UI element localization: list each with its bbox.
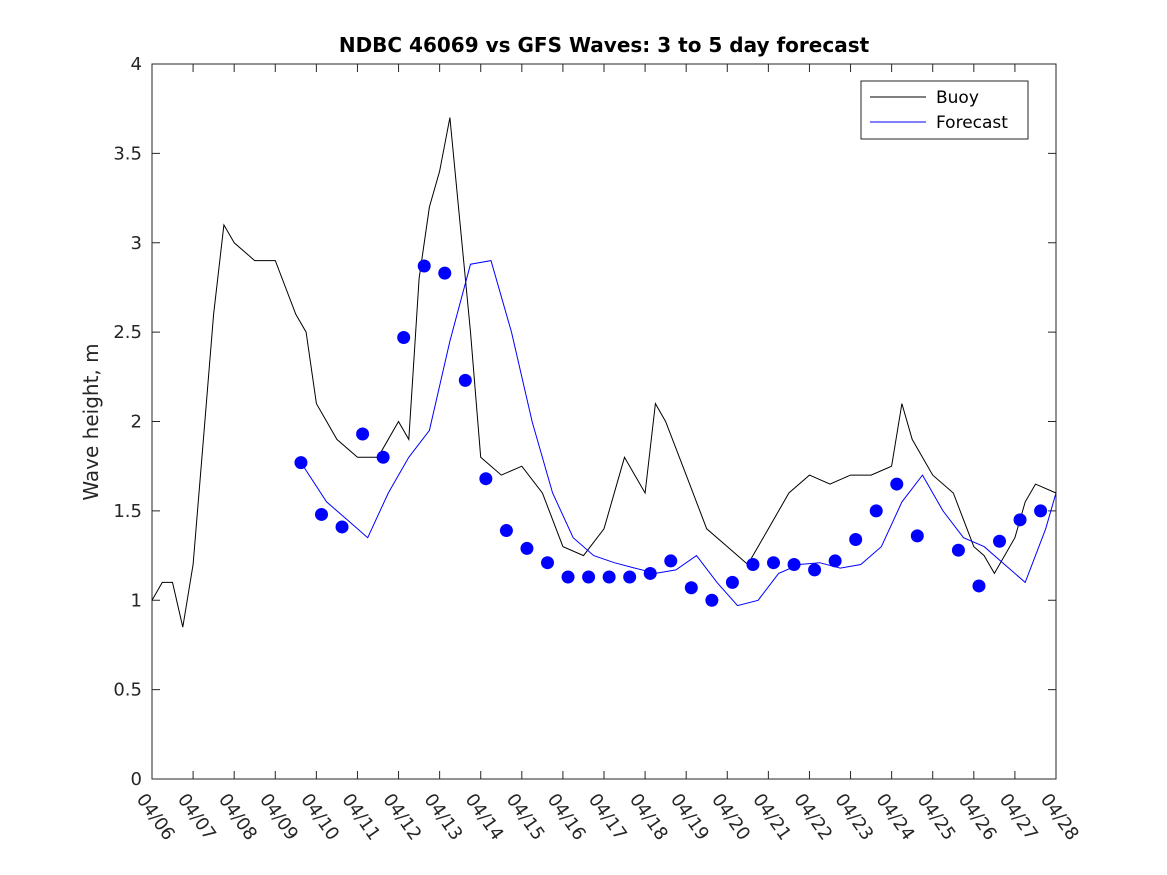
y-tick-label: 0 — [131, 769, 142, 790]
forecast-marker — [438, 266, 452, 280]
forecast-marker — [294, 456, 308, 470]
series-line-buoy — [151, 117, 1057, 628]
y-tick-label: 2 — [131, 412, 142, 433]
forecast-marker — [541, 556, 554, 570]
forecast-marker — [561, 570, 575, 584]
forecast-marker — [972, 579, 986, 593]
series-layer — [151, 117, 1057, 628]
forecast-marker — [335, 520, 349, 534]
forecast-marker — [767, 556, 780, 570]
forecast-marker — [499, 524, 513, 538]
forecast-marker — [849, 532, 863, 546]
forecast-marker — [376, 450, 390, 464]
forecast-marker — [479, 472, 493, 486]
forecast-marker — [684, 581, 698, 595]
y-tick-label: 1 — [131, 590, 142, 611]
forecast-marker — [417, 259, 431, 273]
y-tick-label: 0.5 — [113, 680, 142, 701]
y-tick-label: 1.5 — [113, 501, 142, 522]
y-axis-label: Wave height, m — [79, 343, 103, 500]
axes-box — [151, 63, 1057, 780]
forecast-marker — [356, 427, 370, 441]
plot-area: 00.511.522.533.54 04/0604/0704/0804/0904… — [113, 54, 1083, 844]
forecast-marker — [397, 330, 411, 344]
forecast-marker — [705, 593, 719, 607]
legend-label-buoy: Buoy — [936, 88, 979, 108]
forecast-marker — [808, 563, 822, 577]
forecast-marker — [869, 504, 883, 518]
series-forecast-markers — [294, 259, 1048, 607]
forecast-marker — [315, 507, 328, 521]
forecast-marker — [458, 373, 472, 387]
forecast-marker — [828, 554, 842, 568]
y-tick-label: 4 — [131, 54, 142, 75]
forecast-marker — [1034, 504, 1048, 518]
chart-title: NDBC 46069 vs GFS Waves: 3 to 5 day fore… — [339, 33, 870, 57]
y-axis: 0 0.5 1 1.5 2 2.5 3 3.5 4 — [113, 54, 1056, 790]
forecast-marker — [643, 566, 657, 580]
forecast-marker — [602, 570, 616, 584]
legend-box — [860, 80, 1029, 140]
forecast-marker — [951, 543, 965, 557]
forecast-marker — [725, 575, 739, 589]
y-tick-label: 3 — [131, 233, 142, 254]
legend-label-forecast: Forecast — [936, 113, 1008, 133]
legend: Buoy Forecast — [860, 80, 1029, 140]
forecast-marker — [993, 534, 1006, 548]
y-tick-label: 3.5 — [113, 143, 142, 164]
forecast-marker — [623, 570, 637, 584]
forecast-marker — [582, 570, 596, 584]
forecast-marker — [910, 529, 924, 543]
forecast-marker — [787, 558, 801, 571]
series-line-forecast — [300, 260, 1057, 607]
forecast-marker — [1013, 513, 1027, 527]
forecast-marker — [746, 558, 760, 571]
forecast-marker — [890, 477, 904, 491]
forecast-marker — [664, 554, 678, 568]
y-tick-label: 2.5 — [113, 322, 142, 343]
forecast-marker — [520, 541, 534, 555]
